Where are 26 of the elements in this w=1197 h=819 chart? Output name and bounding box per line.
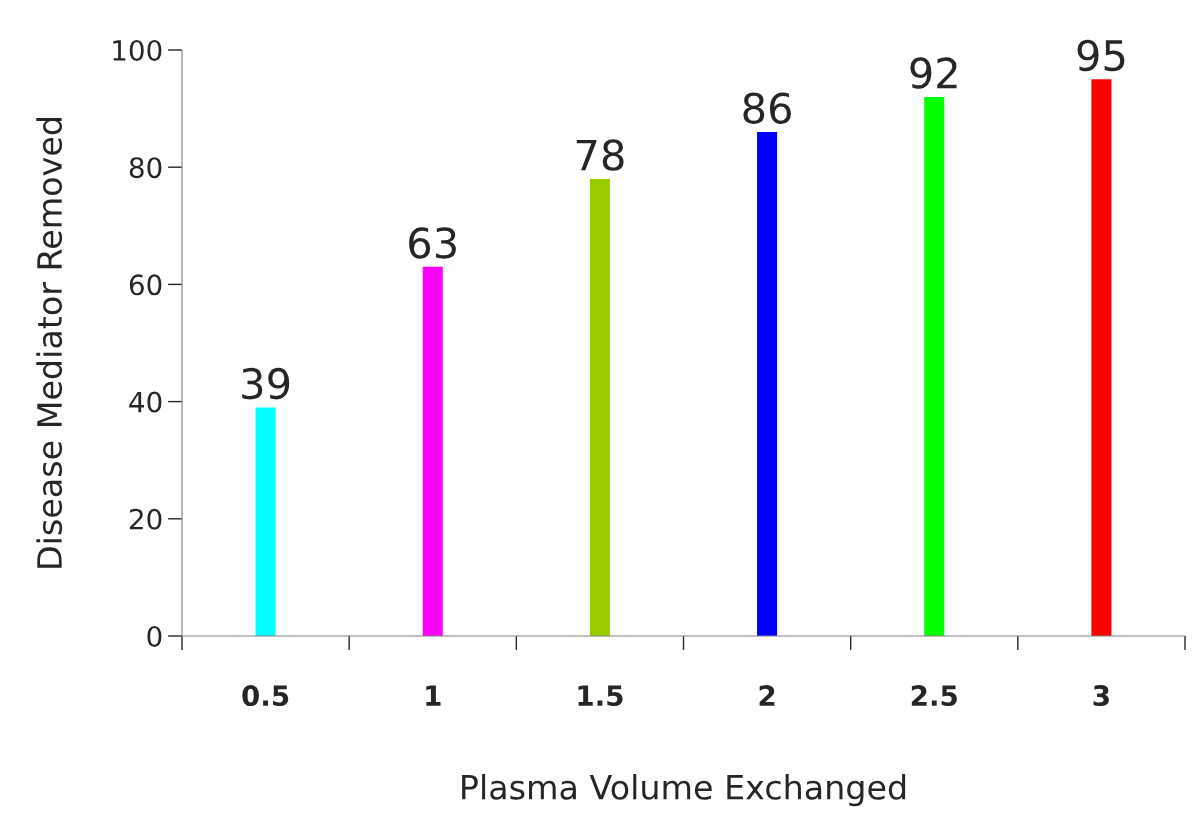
data-label: 86: [743, 92, 791, 124]
bar: [924, 96, 945, 636]
bar: [757, 132, 778, 636]
y-tick-label: 20: [129, 508, 162, 530]
data-label: 78: [576, 139, 624, 171]
y-tick-label: 100: [113, 39, 162, 61]
x-tick-label: 2.5: [911, 685, 957, 707]
x-axis-title: Plasma Volume Exchanged: [462, 773, 906, 807]
y-axis-title: Disease Mediator Removed: [36, 118, 63, 568]
x-tick-label: 1.5: [578, 685, 623, 707]
data-label: 63: [409, 227, 456, 259]
y-tick-label: 80: [129, 157, 162, 179]
x-tick-label: 3: [1093, 685, 1109, 707]
y-tick-label: 60: [129, 274, 162, 296]
bar: [1091, 79, 1112, 636]
bar: [589, 178, 610, 636]
data-label: 39: [242, 367, 290, 400]
data-label: 95: [1077, 39, 1125, 72]
y-tick-label: 40: [129, 391, 162, 413]
data-label: 92: [910, 57, 957, 89]
bar: [255, 407, 276, 636]
bar: [422, 266, 443, 636]
x-tick-label: 2: [759, 685, 775, 706]
x-tick-label: 1: [426, 685, 441, 706]
y-tick-label: 0: [147, 625, 162, 647]
x-tick-label: 0.5: [242, 685, 289, 707]
